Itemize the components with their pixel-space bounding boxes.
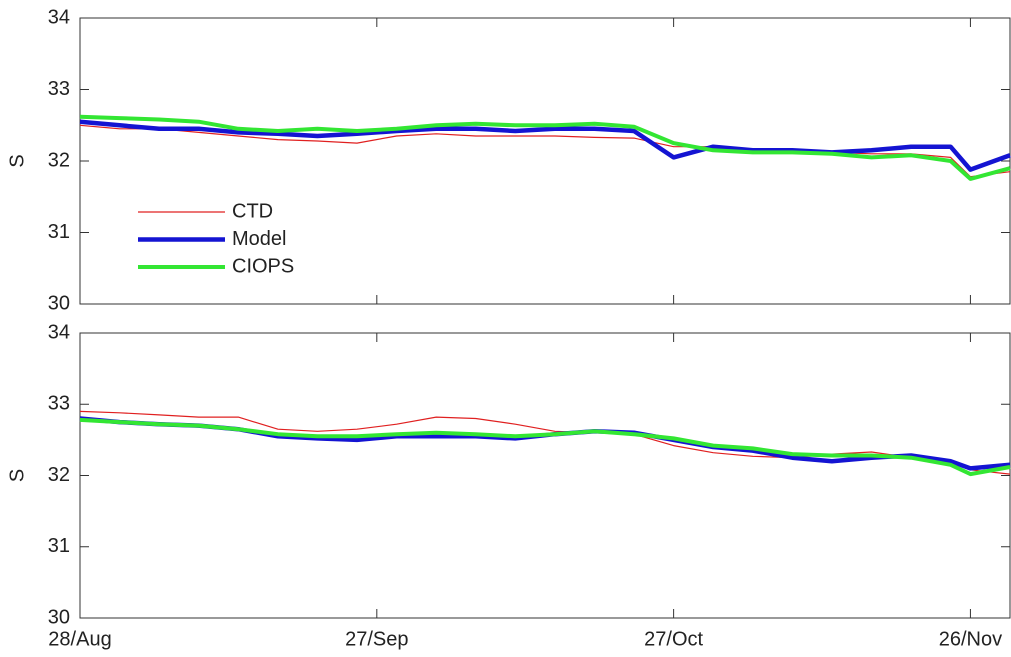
- y-tick-label: 31: [48, 221, 70, 243]
- series-line: [79, 417, 1011, 477]
- plot-box: [79, 332, 1011, 619]
- x-tick-label: 28/Aug: [48, 628, 111, 650]
- x-tick-label: 26/Nov: [939, 628, 1002, 650]
- y-axis-label: S: [6, 154, 28, 167]
- y-tick-label: 33: [48, 393, 70, 415]
- x-tick-label: 27/Oct: [644, 628, 703, 650]
- series-line: [79, 410, 1011, 475]
- y-tick-label: 33: [48, 78, 70, 100]
- series-line: [79, 114, 1011, 181]
- y-tick-label: 30: [48, 292, 70, 314]
- legend-label: CTD: [232, 200, 273, 222]
- y-tick-label: 30: [48, 606, 70, 628]
- legend-label: CIOPS: [232, 255, 294, 277]
- y-tick-label: 32: [48, 149, 70, 171]
- y-axis-label: S: [6, 469, 28, 482]
- legend-label: Model: [232, 228, 286, 250]
- series-line: [79, 124, 1011, 178]
- y-tick-label: 34: [48, 321, 70, 343]
- y-tick-label: 32: [48, 464, 70, 486]
- y-tick-label: 31: [48, 535, 70, 557]
- series-line: [79, 119, 1011, 172]
- y-tick-label: 34: [48, 6, 70, 28]
- plot-box: [79, 17, 1011, 305]
- x-tick-label: 27/Sep: [345, 628, 408, 650]
